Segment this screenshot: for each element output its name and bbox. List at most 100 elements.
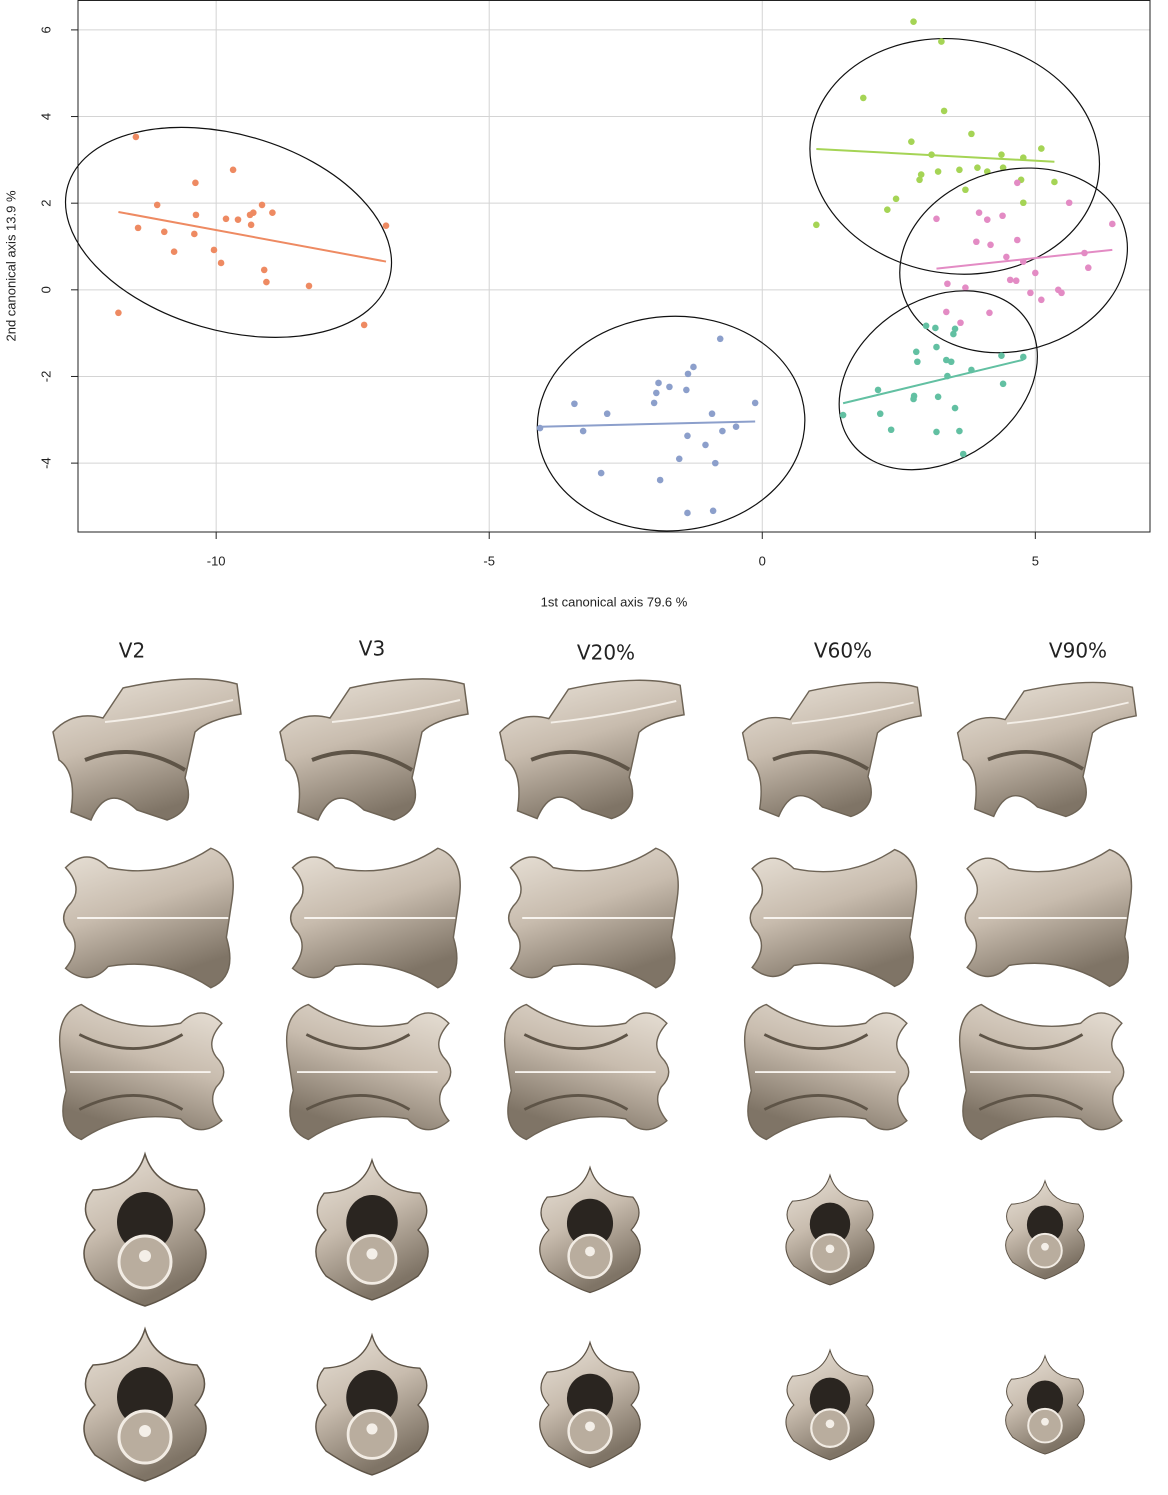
point	[710, 507, 717, 514]
point	[752, 400, 759, 407]
point	[1013, 277, 1020, 284]
y-tick-label: -2	[38, 371, 53, 383]
vertebra-image	[509, 848, 679, 988]
point	[191, 231, 198, 238]
point	[306, 283, 313, 290]
y-tick-label: -4	[38, 457, 53, 469]
point	[223, 215, 230, 222]
point	[684, 433, 691, 440]
point	[571, 400, 578, 407]
point	[712, 460, 719, 467]
point	[957, 319, 964, 326]
vertebra-image	[965, 850, 1131, 987]
point	[717, 335, 724, 342]
point	[875, 387, 882, 394]
vertebra-image	[287, 1005, 451, 1140]
point	[604, 410, 611, 417]
point	[933, 344, 940, 351]
column-label: V60%	[814, 639, 872, 663]
point	[987, 241, 994, 248]
point	[933, 429, 940, 436]
vertebra-image	[500, 680, 684, 818]
point	[956, 167, 963, 174]
point	[1109, 221, 1116, 228]
point	[840, 412, 847, 419]
point	[655, 380, 662, 387]
point	[952, 326, 959, 333]
vertebra-image	[786, 1350, 874, 1460]
regression-line	[843, 360, 1023, 404]
vertebra-image	[53, 679, 241, 820]
point	[676, 455, 683, 462]
specimen-panels: V2 V3 V20% V60% V90%	[53, 637, 1136, 1482]
point	[1000, 381, 1007, 388]
point	[133, 134, 140, 141]
point	[1081, 250, 1088, 257]
vertebra-image	[84, 1329, 206, 1481]
point	[361, 322, 368, 329]
x-tick-label: 0	[759, 553, 766, 568]
point	[962, 186, 969, 193]
vertebra-image	[540, 1167, 640, 1292]
vertebra-image	[280, 679, 468, 820]
vertebra-image	[743, 682, 922, 816]
point	[192, 180, 199, 187]
x-axis-label: 1st canonical axis 79.6 %	[541, 594, 688, 609]
point	[1058, 290, 1065, 297]
point	[684, 510, 691, 517]
vertebra-image	[745, 1005, 909, 1140]
point	[962, 284, 969, 291]
vertebra-image	[958, 682, 1137, 816]
regression-line	[540, 422, 755, 427]
point	[974, 164, 981, 171]
vertebra-image	[64, 848, 234, 988]
point	[685, 371, 692, 378]
point	[956, 428, 963, 435]
point	[230, 167, 237, 174]
point	[913, 348, 920, 355]
column-label: V90%	[1049, 639, 1107, 663]
column-label: V3	[359, 637, 385, 661]
point	[248, 222, 255, 229]
point	[261, 267, 268, 274]
point	[941, 108, 948, 115]
column-label: V2	[119, 639, 145, 663]
point	[976, 209, 983, 216]
point	[910, 18, 917, 25]
point	[598, 470, 605, 477]
point	[653, 390, 660, 397]
point	[813, 222, 820, 229]
point	[115, 309, 122, 316]
point	[1014, 180, 1021, 187]
point	[1085, 264, 1092, 271]
point	[709, 410, 716, 417]
point	[1066, 199, 1073, 206]
regression-line	[118, 212, 386, 262]
point	[651, 400, 658, 407]
point	[580, 428, 587, 435]
point	[998, 352, 1005, 359]
point	[666, 384, 673, 391]
point	[984, 216, 991, 223]
point	[218, 260, 225, 267]
point	[211, 247, 218, 254]
point	[1020, 354, 1027, 361]
point	[1014, 237, 1021, 244]
point	[1032, 270, 1039, 277]
y-tick-label: 6	[38, 26, 53, 33]
point	[1027, 290, 1034, 297]
vertebra-image	[291, 848, 461, 988]
point	[968, 367, 975, 374]
vertebra-image	[750, 850, 916, 987]
point	[973, 238, 980, 245]
point	[888, 426, 895, 433]
point	[733, 423, 740, 430]
point	[235, 216, 242, 223]
point	[1007, 277, 1014, 284]
point	[928, 151, 935, 158]
point	[383, 222, 390, 229]
vertebra-image	[316, 1160, 428, 1300]
point	[657, 477, 664, 484]
point	[1020, 154, 1027, 161]
point	[135, 225, 142, 232]
